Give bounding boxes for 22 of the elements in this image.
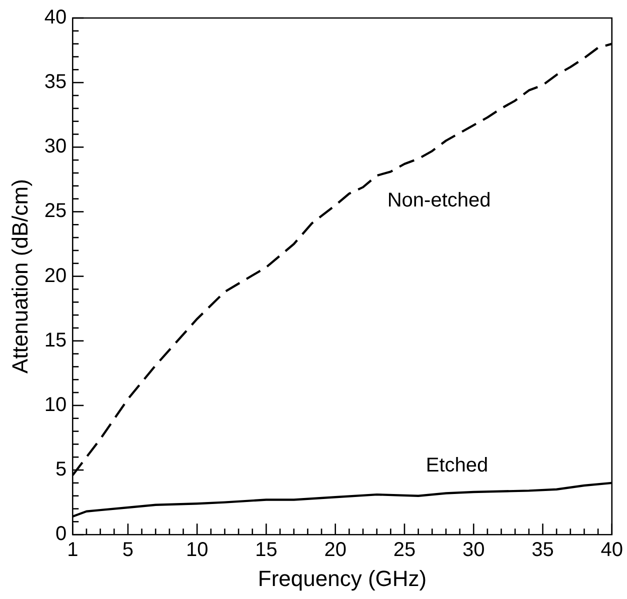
y-tick-label: 25 [44,200,67,222]
x-axis-title: Frequency (GHz) [258,566,427,591]
series-label: Etched [426,454,488,476]
x-tick-label: 10 [186,539,208,562]
x-tick-label: 15 [255,539,278,562]
y-tick-label: 10 [44,394,67,416]
y-tick-label: 20 [44,264,67,287]
x-tick-label: 20 [324,539,346,562]
y-tick-label: 0 [56,523,67,546]
x-tick-label: 30 [462,539,485,562]
x-tick-label: 25 [393,539,416,562]
y-tick-label: 5 [56,458,67,481]
x-tick-label: 35 [532,539,554,562]
y-axis-title: Attenuation (dB/cm) [7,179,32,374]
x-tick-label: 5 [122,539,134,562]
x-tick-label: 1 [67,539,78,562]
y-tick-label: 15 [44,329,67,352]
y-tick-label: 35 [44,71,67,94]
y-tick-label: 30 [44,136,67,158]
series-label: Non-etched [387,190,491,212]
x-tick-label: 40 [600,539,623,562]
y-tick-label: 40 [44,6,67,29]
